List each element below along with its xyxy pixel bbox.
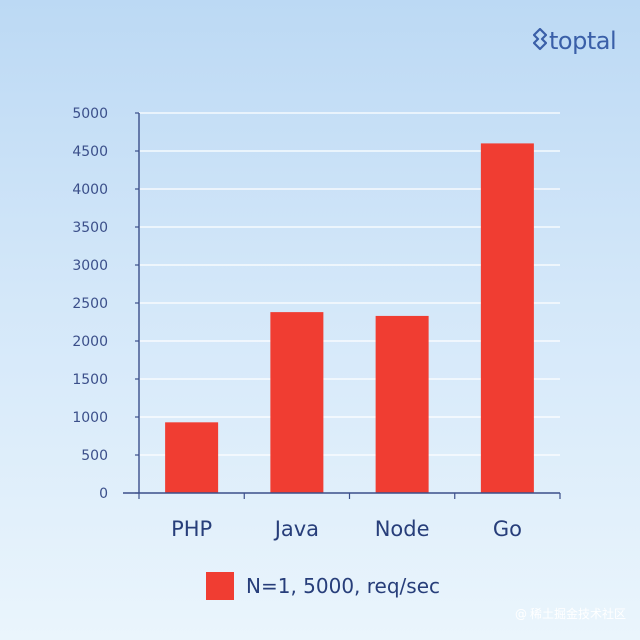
x-tick-label: Node xyxy=(375,517,430,541)
x-tick-label: Go xyxy=(493,517,522,541)
y-tick-label: 1500 xyxy=(72,372,108,388)
legend-label: N=1, 5000, req/sec xyxy=(246,574,441,598)
x-tick-label: Java xyxy=(273,517,319,541)
legend-swatch xyxy=(206,572,234,600)
watermark: @ 稀土掘金技术社区 xyxy=(515,605,626,622)
y-tick-label: 500 xyxy=(81,448,108,464)
at-icon: @ xyxy=(514,606,527,621)
bar-java xyxy=(270,312,324,493)
y-tick-label: 4500 xyxy=(72,144,108,160)
y-tick-label: 2000 xyxy=(72,334,108,350)
y-tick-label: 3500 xyxy=(72,220,108,236)
bar-node xyxy=(375,315,429,493)
y-tick-label: 5000 xyxy=(72,106,108,122)
bar-go xyxy=(480,143,534,493)
y-tick-label: 1000 xyxy=(72,410,108,426)
toptal-logo: toptal xyxy=(533,26,617,56)
y-tick-label: 2500 xyxy=(72,296,108,312)
bar-php xyxy=(165,422,219,493)
x-tick-label: PHP xyxy=(171,517,212,541)
toptal-mark-icon xyxy=(533,28,547,51)
legend: N=1, 5000, req/sec xyxy=(206,572,440,600)
y-tick-label: 0 xyxy=(99,486,108,502)
watermark-text: 稀土掘金技术社区 xyxy=(529,607,626,621)
y-tick-label: 4000 xyxy=(72,182,108,198)
logo-text: toptal xyxy=(549,27,617,55)
y-tick-label: 3000 xyxy=(72,258,108,274)
